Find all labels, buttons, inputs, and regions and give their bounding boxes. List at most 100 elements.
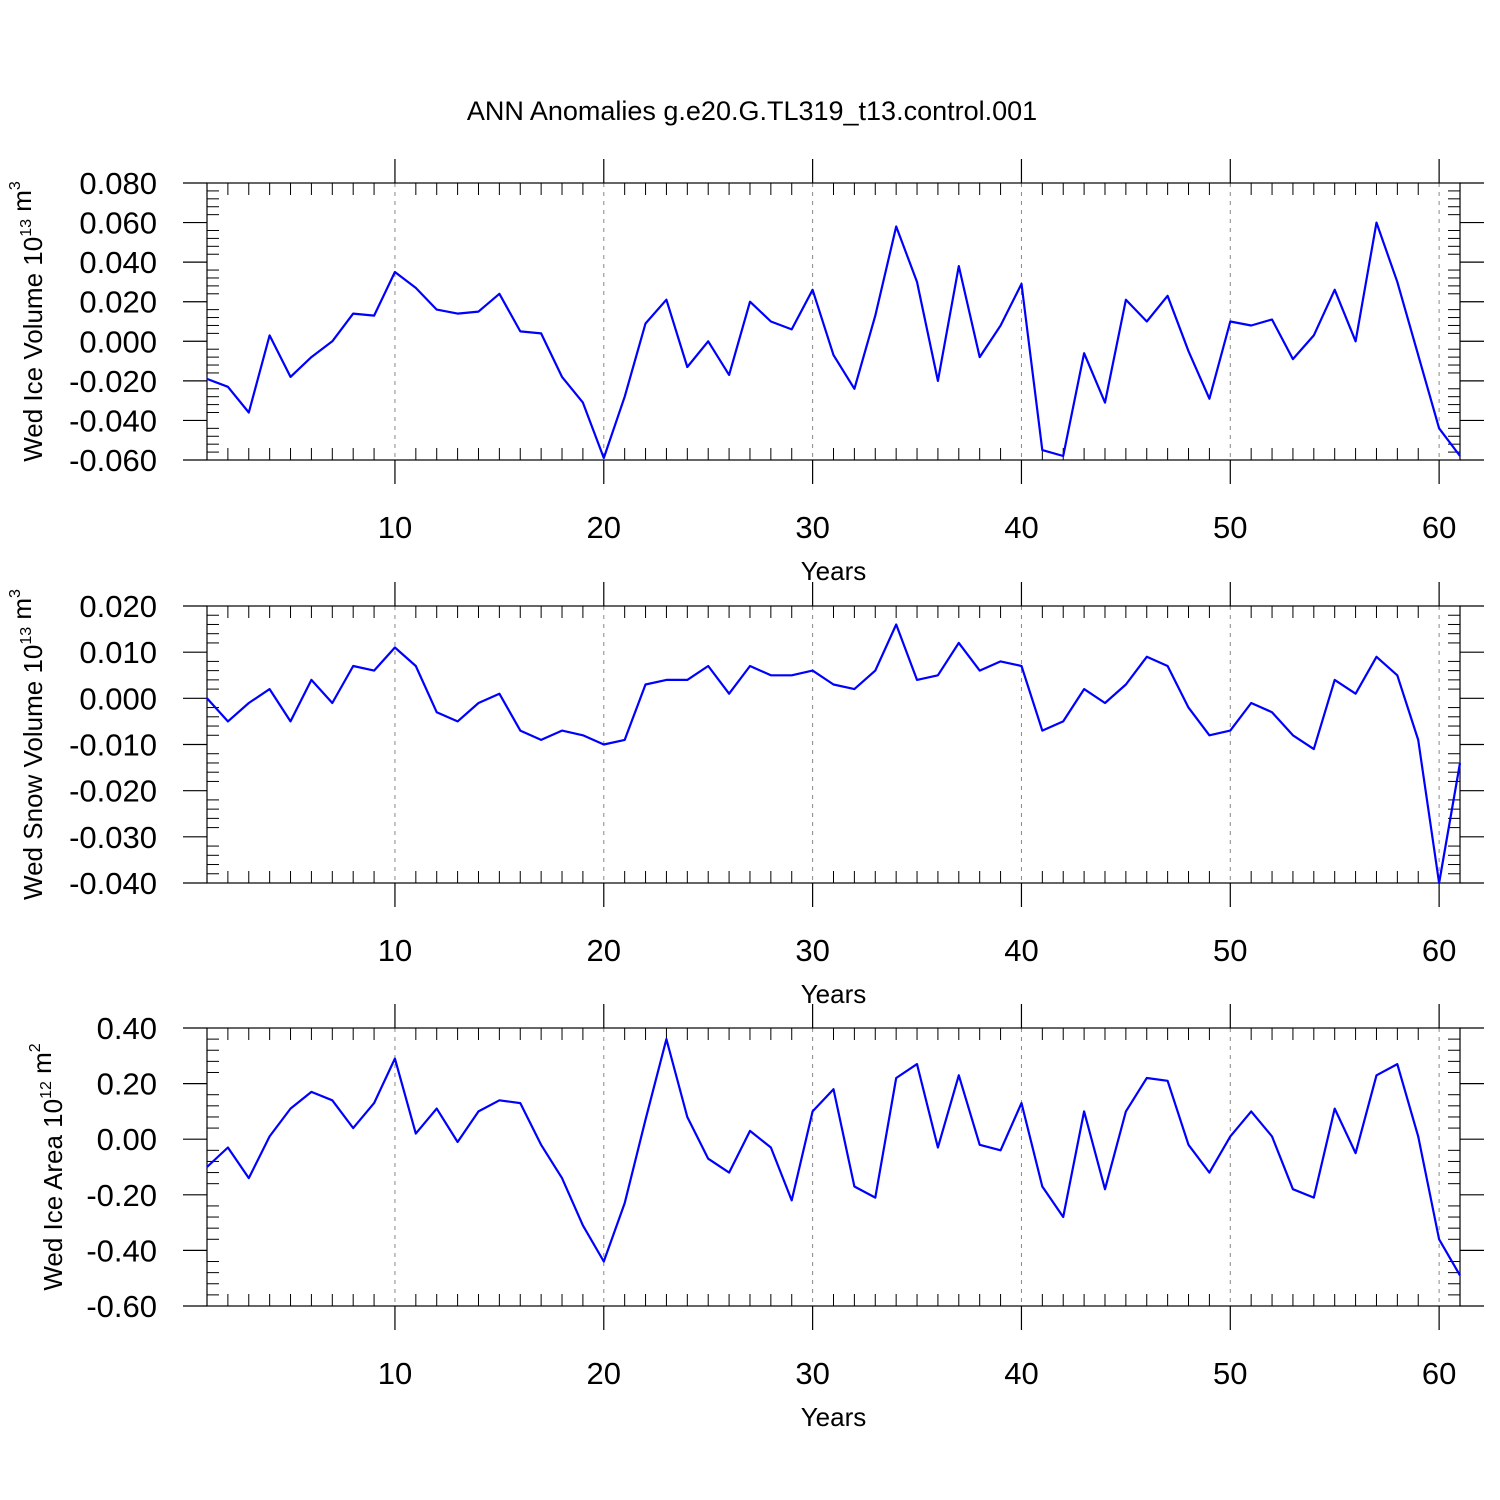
chart-panels: 10 20 30 40 50 60 -0.060 -0.040 -0.020 0.000 0.020… xyxy=(7,159,1484,1432)
data-point xyxy=(770,320,772,323)
data-point xyxy=(1083,688,1085,690)
data-point xyxy=(498,693,500,695)
y-axis-label-exponent: 3 xyxy=(7,181,24,190)
data-point xyxy=(1375,656,1378,658)
y-axis-label-text: m xyxy=(7,598,37,627)
data-point xyxy=(1375,221,1378,224)
y-tick-label: 0.060 xyxy=(79,206,157,241)
panel-2: 10 20 30 40 50 60 -0.040 -0.030 -0.020 -0.010 0.00… xyxy=(7,582,1484,1009)
data-point xyxy=(1271,1135,1273,1138)
data-point xyxy=(1020,283,1023,285)
data-point xyxy=(707,1158,709,1160)
data-point xyxy=(1313,334,1315,336)
data-point xyxy=(624,396,626,398)
data-point xyxy=(624,1202,626,1204)
x-tick-label: 10 xyxy=(378,1356,412,1391)
x-tick-label: 50 xyxy=(1213,1356,1247,1391)
x-tick-label: 40 xyxy=(1004,933,1038,968)
data-point xyxy=(853,1185,855,1188)
y-axis-label-text: Wed Ice Volume 10 xyxy=(18,237,48,462)
data-point xyxy=(1146,320,1148,323)
data-point xyxy=(874,1196,876,1199)
data-point xyxy=(227,720,229,723)
y-axis-label-text: Wed Ice Area 10 xyxy=(38,1099,68,1291)
y-tick-label: -0.020 xyxy=(69,364,157,399)
data-point xyxy=(728,693,730,695)
data-point xyxy=(832,354,835,356)
data-point xyxy=(1146,1077,1148,1079)
data-point xyxy=(436,711,438,713)
data-point xyxy=(958,1074,960,1076)
data-point xyxy=(1104,402,1106,404)
data-point xyxy=(477,1110,480,1112)
data-point xyxy=(707,665,709,667)
data-point xyxy=(791,328,793,331)
data-point xyxy=(227,1146,229,1149)
data-point xyxy=(686,679,688,681)
data-point xyxy=(1125,683,1127,686)
data-point xyxy=(289,1108,292,1110)
data-point xyxy=(1438,427,1440,429)
data-point xyxy=(248,1177,250,1179)
data-point xyxy=(415,1133,417,1135)
data-point xyxy=(937,674,939,676)
data-point xyxy=(853,388,855,390)
x-tick-label: 40 xyxy=(1004,510,1038,545)
data-point xyxy=(603,1260,605,1263)
y-axis-label-exponent: 3 xyxy=(7,589,24,598)
data-point xyxy=(749,1130,751,1132)
data-point xyxy=(665,299,668,301)
data-point xyxy=(206,378,208,380)
x-tick-label: 60 xyxy=(1422,510,1456,545)
data-point xyxy=(1083,352,1085,354)
data-point xyxy=(853,688,855,690)
data-point xyxy=(770,1146,772,1149)
data-point xyxy=(979,670,981,672)
data-point xyxy=(1041,449,1043,451)
data-point xyxy=(895,1077,897,1079)
x-tick-label: 10 xyxy=(378,510,412,545)
data-point xyxy=(1229,320,1231,323)
data-point xyxy=(1250,1110,1252,1112)
x-tick-label: 50 xyxy=(1213,933,1247,968)
data-point xyxy=(394,646,396,649)
data-point xyxy=(289,376,292,378)
data-point xyxy=(749,665,751,667)
data-point xyxy=(394,1057,396,1060)
y-axis-label-text: m xyxy=(27,1052,57,1081)
data-point xyxy=(686,1116,688,1118)
data-point xyxy=(1020,1102,1023,1104)
data-point xyxy=(352,1127,354,1129)
data-point xyxy=(352,312,354,315)
y-axis-label-exponent: 13 xyxy=(18,627,35,645)
y-tick-label: 0.40 xyxy=(97,1011,157,1046)
data-point xyxy=(728,1171,730,1174)
data-point xyxy=(1271,318,1273,321)
data-point xyxy=(1250,702,1252,704)
data-point xyxy=(1271,711,1273,713)
x-tick-label: 20 xyxy=(587,510,621,545)
x-axis-label: Years xyxy=(801,979,867,1009)
x-tick-label: 40 xyxy=(1004,1356,1038,1391)
data-point xyxy=(644,683,647,686)
data-point xyxy=(582,402,584,404)
data-point xyxy=(1292,358,1294,360)
data-point xyxy=(540,739,542,741)
y-tick-label: 0.010 xyxy=(79,635,157,670)
x-tick-label: 20 xyxy=(587,933,621,968)
data-point xyxy=(791,674,793,676)
data-point xyxy=(728,374,730,376)
data-point xyxy=(269,688,271,690)
data-point xyxy=(1438,882,1440,884)
y-axis-label-exponent: 13 xyxy=(18,219,35,237)
data-point xyxy=(289,720,292,723)
y-tick-label: 0.020 xyxy=(79,285,157,320)
data-point xyxy=(1417,354,1419,356)
data-point xyxy=(1125,299,1127,301)
chart-title: ANN Anomalies g.e20.G.TL319_t13.control.… xyxy=(467,96,1037,126)
data-point xyxy=(874,670,876,672)
data-point xyxy=(707,340,709,342)
data-point xyxy=(1313,1196,1315,1199)
data-point xyxy=(206,1166,208,1168)
data-point xyxy=(958,265,960,267)
